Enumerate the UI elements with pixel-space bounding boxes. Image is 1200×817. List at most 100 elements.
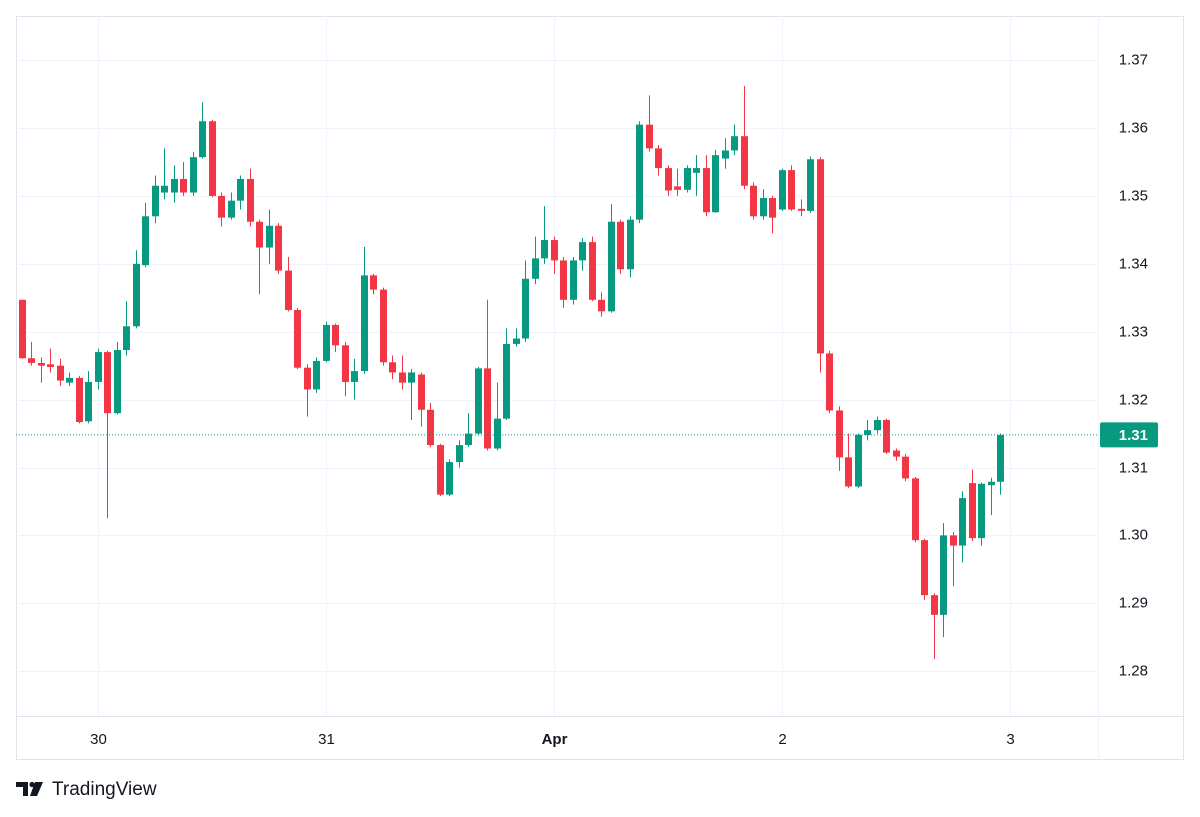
candle-body <box>665 168 672 191</box>
candle-body <box>513 338 520 344</box>
candle-body <box>608 221 615 312</box>
candle-body <box>551 240 558 261</box>
candle-body <box>931 595 938 615</box>
candle-body <box>247 178 254 222</box>
candle-body <box>817 159 824 354</box>
logo-dot <box>29 781 35 788</box>
candle-body <box>57 365 64 381</box>
candle-body <box>85 381 92 422</box>
candle-body <box>674 186 681 190</box>
y-tick-label: 1.33 <box>1119 323 1148 340</box>
candle-body <box>190 157 197 193</box>
candle-body <box>484 368 491 449</box>
candle-body <box>617 221 624 270</box>
candle-body <box>864 430 871 435</box>
candle-body <box>418 374 425 410</box>
candle-body <box>741 136 748 186</box>
candle-body <box>408 372 415 383</box>
candle-body <box>47 364 54 368</box>
candle-body <box>285 270 292 310</box>
candle-body <box>456 445 463 463</box>
candle-body <box>836 410 843 458</box>
last-price-badge <box>1100 422 1158 448</box>
candle-body <box>275 225 282 271</box>
candle-body <box>560 260 567 300</box>
candle-body <box>855 434 862 487</box>
candle-body <box>123 326 130 351</box>
candle-body <box>437 445 444 495</box>
candle-body <box>712 155 719 213</box>
x-tick-label: 30 <box>90 731 107 748</box>
candle-body <box>342 345 349 382</box>
brand-logo <box>16 781 43 796</box>
candle-body <box>465 433 472 446</box>
candle-body <box>959 498 966 546</box>
candle-body <box>589 242 596 300</box>
candle-body <box>988 481 995 486</box>
candle-body <box>361 275 368 372</box>
candle-body <box>503 343 510 419</box>
candle-body <box>874 419 881 431</box>
x-tick-label: Apr <box>542 731 568 748</box>
y-tick-label: 1.37 <box>1119 51 1148 68</box>
candle-body <box>294 309 301 368</box>
candle-body <box>380 289 387 363</box>
candle-body <box>902 456 909 479</box>
candle-body <box>199 121 206 158</box>
candle-body <box>237 178 244 201</box>
candle-body <box>798 208 805 211</box>
candle-body <box>161 185 168 193</box>
y-tick-label: 1.32 <box>1119 391 1148 408</box>
y-tick-label: 1.31 <box>1119 459 1148 476</box>
y-tick-label: 1.30 <box>1119 526 1148 543</box>
candle-body <box>940 535 947 615</box>
candle-body <box>180 178 187 193</box>
candle-body <box>978 483 985 539</box>
candle-body <box>788 170 795 210</box>
candle-body <box>209 121 216 196</box>
y-tick-label: 1.35 <box>1119 187 1148 204</box>
x-tick-label: 3 <box>1006 731 1014 748</box>
x-tick-label: 31 <box>318 731 335 748</box>
candle-body <box>636 124 643 220</box>
candle-body <box>769 197 776 218</box>
candle-body <box>313 360 320 390</box>
candle-body <box>522 278 529 339</box>
candle-body <box>256 221 263 248</box>
candle-body <box>171 178 178 193</box>
candle-body <box>475 368 482 434</box>
candle-body <box>351 371 358 382</box>
candle-body <box>579 242 586 261</box>
candle-body <box>883 419 890 453</box>
candle-body <box>893 450 900 457</box>
candle-body <box>912 478 919 541</box>
chart-frame <box>16 16 1184 760</box>
candle-body <box>218 195 225 218</box>
candle-body <box>19 299 26 359</box>
candle-body <box>133 263 140 327</box>
candle-body <box>826 353 833 411</box>
candle-body <box>541 240 548 259</box>
candle-body <box>28 358 35 363</box>
candle-body <box>114 350 121 414</box>
candle-body <box>969 483 976 539</box>
candle-body <box>598 299 605 312</box>
candle-body <box>76 377 83 423</box>
candle-body <box>446 462 453 495</box>
candle-body <box>494 418 501 449</box>
candle-body <box>266 225 273 248</box>
candle-body <box>332 324 339 346</box>
candle-body <box>323 324 330 361</box>
candle-body <box>304 367 311 390</box>
candle-body <box>66 377 73 383</box>
candle-body <box>142 216 149 266</box>
candles <box>16 85 1098 659</box>
candle-body <box>38 362 45 366</box>
candle-body <box>646 124 653 149</box>
axis-labels: 1.28 1.29 1.30 1.31 1.32 1.33 1.34 1.35 1.36 1.37… <box>90 51 1158 748</box>
candle-body <box>104 352 111 414</box>
candle-body <box>845 457 852 487</box>
candle-body <box>703 168 710 213</box>
